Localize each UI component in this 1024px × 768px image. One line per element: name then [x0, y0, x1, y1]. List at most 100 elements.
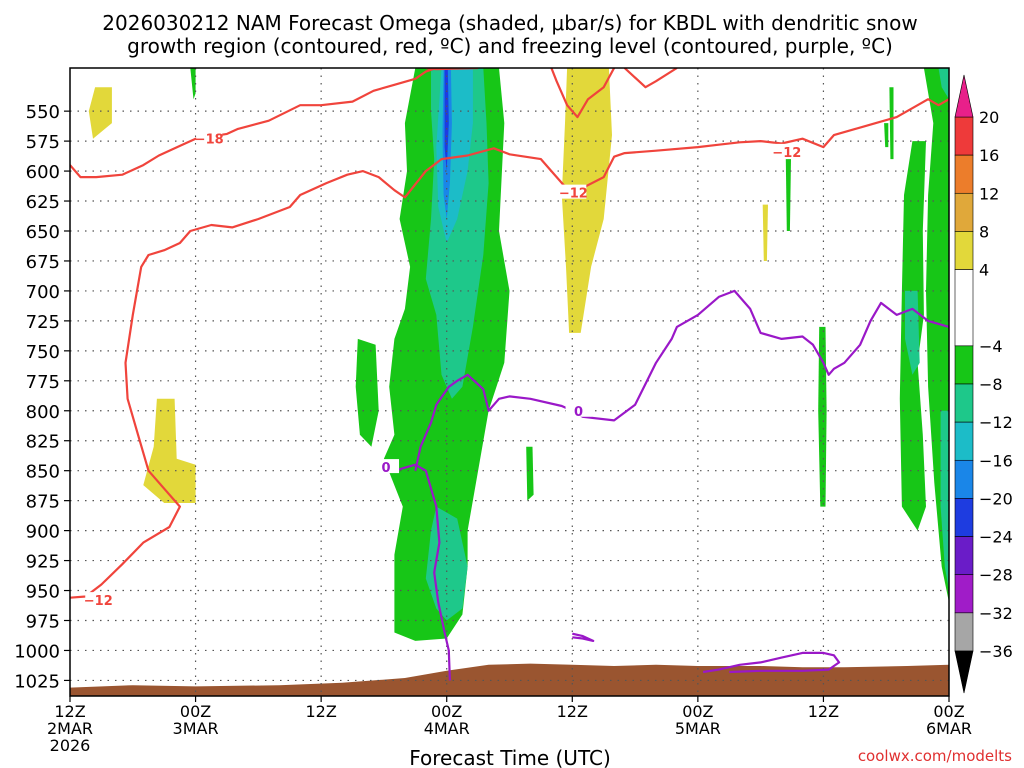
- colorbar-label-4: 4: [979, 261, 989, 280]
- colorbar-bin-5: [954, 345, 974, 385]
- colorbar-label-11: −28: [979, 566, 1013, 585]
- y-tick-label-800: 800: [26, 402, 60, 423]
- dgz-contour-label-minus12-upper-right: −12: [772, 146, 801, 161]
- freezing-contour-zero-bottom: [702, 651, 841, 674]
- y-tick-label-825: 825: [26, 432, 60, 453]
- freezing-contour-zero-main: [394, 463, 451, 681]
- colorbar-bin-3: [954, 231, 974, 270]
- colorbar-bin-10: [954, 536, 974, 576]
- x-tick-label-4-1: 12Z: [557, 702, 588, 721]
- colorbar-bottom-arrow: [954, 650, 974, 694]
- plot-frame: [69, 67, 950, 697]
- y-tick-label-950: 950: [26, 582, 60, 603]
- x-tick-label-3-1: 00Z: [431, 702, 462, 721]
- y-tick-label-575: 575: [26, 132, 60, 153]
- colorbar-label-8: −16: [979, 451, 1013, 470]
- y-tick-label-925: 925: [26, 552, 60, 573]
- omega-region-green-12z-line: [818, 326, 827, 507]
- x-tick-label-2-1: 12Z: [305, 702, 336, 721]
- colorbar-top-arrow: [954, 74, 974, 118]
- colorbar-bin-1: [954, 154, 974, 194]
- colorbar-label-10: −24: [979, 528, 1013, 547]
- omega-region-green-575-thin: [785, 159, 791, 231]
- y-tick-label-725: 725: [26, 312, 60, 333]
- colorbar-bin-0: [954, 116, 974, 156]
- colorbar-label-1: 16: [979, 146, 999, 165]
- colorbar-bin-11: [954, 574, 974, 614]
- y-tick-label-850: 850: [26, 462, 60, 483]
- x-tick-label-3-2: 4MAR: [424, 719, 470, 738]
- omega-region-green-850-blip: [526, 446, 534, 501]
- dgz-contour-label-minus12-lower: −12: [84, 594, 113, 609]
- chart-title-line2: growth region (contoured, red, ºC) and f…: [127, 34, 893, 58]
- omega-region-top-small-green: [190, 68, 196, 100]
- colorbar-label-13: −36: [979, 642, 1013, 661]
- dgz-contour-label-bg-minus18: [196, 130, 223, 145]
- freezing-contour-label-zero-upper: 0: [574, 405, 583, 420]
- colorbar-label-3: 8: [979, 222, 989, 241]
- x-tick-label-0-3: 2026: [50, 736, 91, 755]
- x-tick-label-6-1: 12Z: [808, 702, 839, 721]
- freezing-contour-label-bg-zero-main: [373, 459, 400, 474]
- colorbar-bin-8: [954, 459, 974, 499]
- contour-labels: −12 −12 −12 −18 0 0: [84, 130, 801, 609]
- ground-surface: [70, 663, 949, 696]
- x-tick-label-5-2: 5MAR: [675, 719, 721, 738]
- colorbar-label-12: −32: [979, 604, 1013, 623]
- omega-region-yellow-thin: [762, 204, 768, 261]
- plot-area: −12 −12 −12 −18 0 0: [69, 67, 950, 697]
- colorbar-bin-2: [954, 192, 974, 232]
- y-tick-label-625: 625: [26, 192, 60, 213]
- colorbar-label-5: −4: [979, 337, 1003, 356]
- x-tick-label-5-1: 00Z: [682, 702, 713, 721]
- y-tick-label-750: 750: [26, 342, 60, 363]
- ground-fill: [70, 663, 949, 696]
- omega-region-mod-right-top: [938, 68, 949, 100]
- x-axis-title: Forecast Time (UTC): [409, 746, 611, 768]
- colorbar-label-9: −20: [979, 489, 1013, 508]
- dgz-contour-label-minus12-label-seg: −12: [559, 187, 588, 202]
- y-axis-pressure: 550 575 600 625 650 675 700 725 750 775 800 825 850 8…: [14, 102, 70, 692]
- dgz-contour-minus12-lower: [70, 147, 566, 599]
- credit-text: coolwx.com/modelts: [858, 747, 1012, 765]
- dgz-contour-minus18: [70, 68, 437, 179]
- freezing-contour-label-bg-zero-upper: [565, 402, 592, 417]
- y-tick-label-675: 675: [26, 252, 60, 273]
- y-tick-label-700: 700: [26, 282, 60, 303]
- colorbar-bin-12: [954, 612, 974, 652]
- dgz-contour-label-bg-minus12-lower: [85, 592, 112, 607]
- omega-region-green-thin-far2: [884, 123, 889, 148]
- x-tick-label-0-2: 2MAR: [47, 719, 93, 738]
- freezing-contour-label-zero-main: 0: [381, 461, 390, 476]
- omega-region-mod-right-bottom: [940, 410, 949, 591]
- colorbar-bin-6: [954, 383, 974, 423]
- y-tick-label-1000: 1000: [14, 641, 60, 662]
- freezing-contour-zero-loop: [572, 632, 595, 643]
- freezing-contour-zero-upper: [414, 289, 949, 471]
- omega-region-green-left-blob: [355, 338, 379, 447]
- colorbar-bin-7: [954, 421, 974, 461]
- x-tick-label-7-1: 00Z: [933, 702, 964, 721]
- dgz-contour-minus12-label-seg: [582, 98, 949, 189]
- x-tick-label-0-1: 12Z: [54, 702, 85, 721]
- y-tick-label-650: 650: [26, 222, 60, 243]
- colorbar-label-7: −12: [979, 413, 1013, 432]
- x-tick-label-1-2: 3MAR: [173, 719, 219, 738]
- colorbar-label-0: 20: [979, 108, 999, 127]
- y-tick-label-600: 600: [26, 162, 60, 183]
- dgz-contour-minus18-right: [623, 68, 678, 89]
- dgz-contour-minus12-upper-right: [550, 68, 616, 119]
- colorbar-label-2: 12: [979, 184, 999, 203]
- omega-region-upper-left-sink: [88, 87, 112, 139]
- omega-shading: [88, 68, 949, 641]
- dgz-contour-label-minus18: −18: [195, 133, 224, 148]
- dgz-contour-label-bg-minus12-label-seg: [560, 184, 587, 199]
- chart-title-line1: 2026030212 NAM Forecast Omega (shaded, μ…: [102, 11, 917, 35]
- y-tick-label-875: 875: [26, 492, 60, 513]
- dgz-contour-label-bg-minus12-upper-right: [773, 143, 800, 158]
- contours: [70, 68, 949, 681]
- omega-region-yellow-12z: [561, 68, 612, 333]
- y-tick-label-775: 775: [26, 372, 60, 393]
